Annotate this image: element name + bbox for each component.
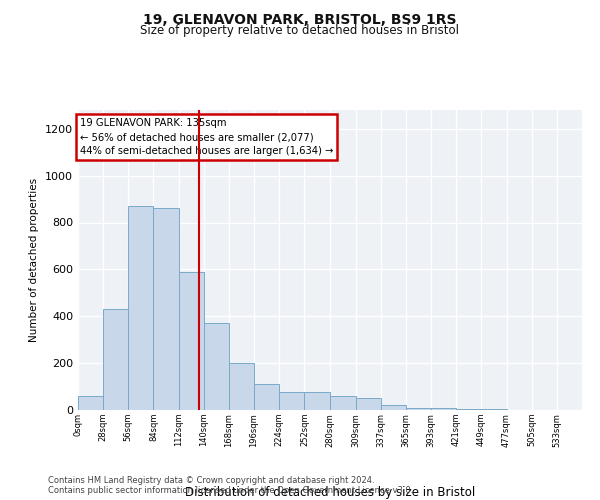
Bar [356,398,381,410]
Bar [381,406,406,410]
Text: 19 GLENAVON PARK: 135sqm
← 56% of detached houses are smaller (2,077)
44% of sem: 19 GLENAVON PARK: 135sqm ← 56% of detach… [80,118,333,156]
Bar [431,408,456,410]
Bar [179,272,204,410]
Bar [304,392,329,410]
Bar [103,309,128,410]
Text: Contains public sector information licensed under the Open Government Licence v3: Contains public sector information licen… [48,486,413,495]
Text: Size of property relative to detached houses in Bristol: Size of property relative to detached ho… [140,24,460,37]
Bar [406,408,431,410]
Bar [154,208,179,410]
Bar [279,392,304,410]
Bar [128,206,154,410]
Bar [456,409,481,410]
Y-axis label: Number of detached properties: Number of detached properties [29,178,40,342]
Text: 19, GLENAVON PARK, BRISTOL, BS9 1RS: 19, GLENAVON PARK, BRISTOL, BS9 1RS [143,12,457,26]
Bar [229,363,254,410]
Bar [329,396,356,410]
Bar [78,396,103,410]
Text: Contains HM Land Registry data © Crown copyright and database right 2024.: Contains HM Land Registry data © Crown c… [48,476,374,485]
Bar [204,324,229,410]
Bar [254,384,279,410]
X-axis label: Distribution of detached houses by size in Bristol: Distribution of detached houses by size … [185,486,475,498]
